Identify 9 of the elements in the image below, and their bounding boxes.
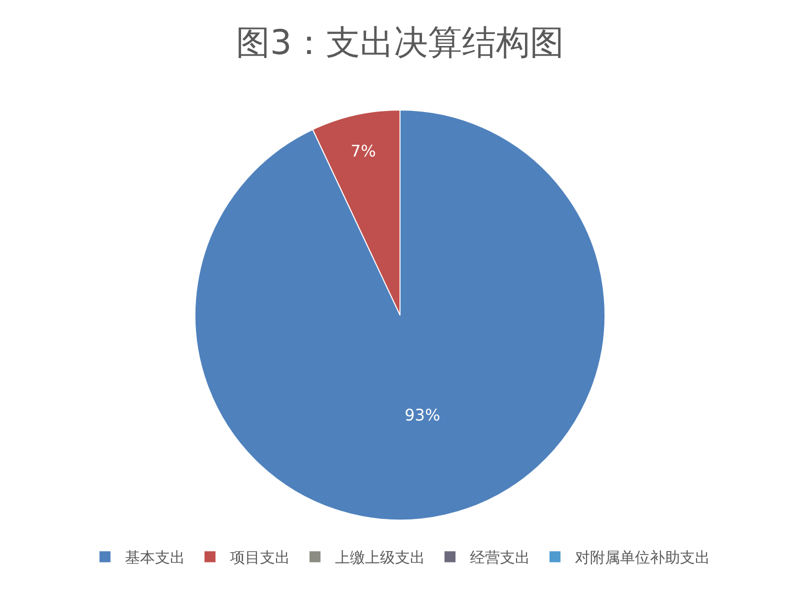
legend-label: 对附属单位补助支出 xyxy=(575,548,710,567)
chart-title: 图3：支出决算结构图 xyxy=(236,22,564,63)
legend-label: 项目支出 xyxy=(230,548,290,567)
legend-label: 上缴上级支出 xyxy=(335,548,425,567)
legend-label: 基本支出 xyxy=(125,548,185,567)
pie-slice xyxy=(194,110,606,520)
data-label: 7% xyxy=(350,141,376,160)
legend-label: 经营支出 xyxy=(470,548,530,567)
data-label: 93% xyxy=(404,406,440,425)
